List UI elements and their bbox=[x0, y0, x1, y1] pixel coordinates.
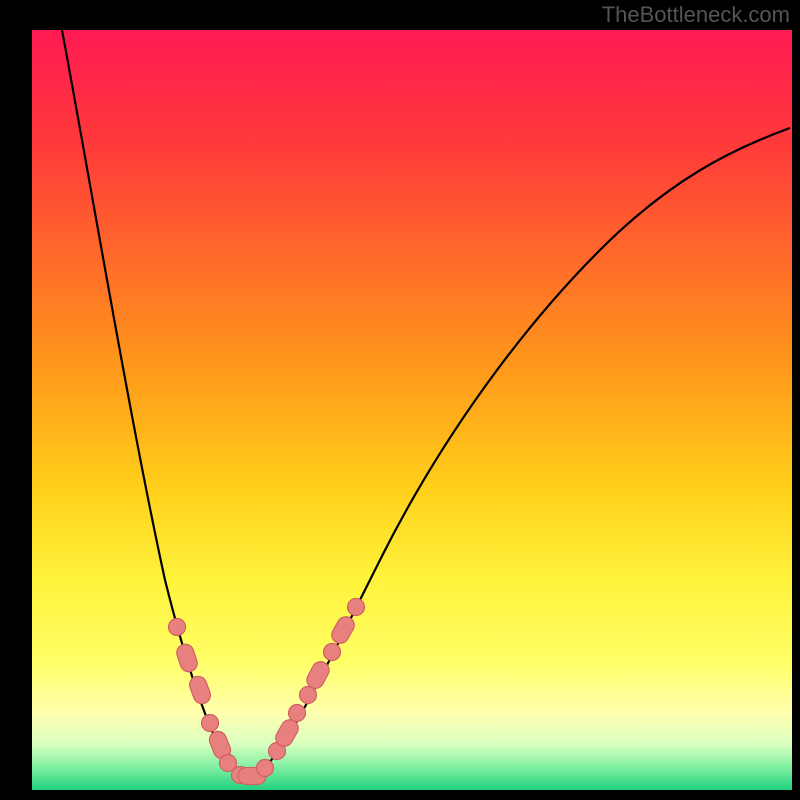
curves-layer bbox=[0, 0, 800, 800]
marker-circle bbox=[348, 599, 365, 616]
marker-capsule bbox=[175, 642, 200, 674]
marker-capsule bbox=[187, 674, 213, 706]
v-curve-segment bbox=[254, 128, 790, 776]
marker-capsule bbox=[329, 614, 358, 647]
marker-circle bbox=[289, 705, 306, 722]
v-curve-segment bbox=[62, 30, 242, 776]
chart-container: TheBottleneck.com bbox=[0, 0, 800, 800]
marker-circle bbox=[300, 687, 317, 704]
marker-circle bbox=[169, 619, 186, 636]
marker-circle bbox=[257, 760, 274, 777]
marker-circle bbox=[202, 715, 219, 732]
marker-circle bbox=[324, 644, 341, 661]
watermark-text: TheBottleneck.com bbox=[602, 2, 790, 28]
